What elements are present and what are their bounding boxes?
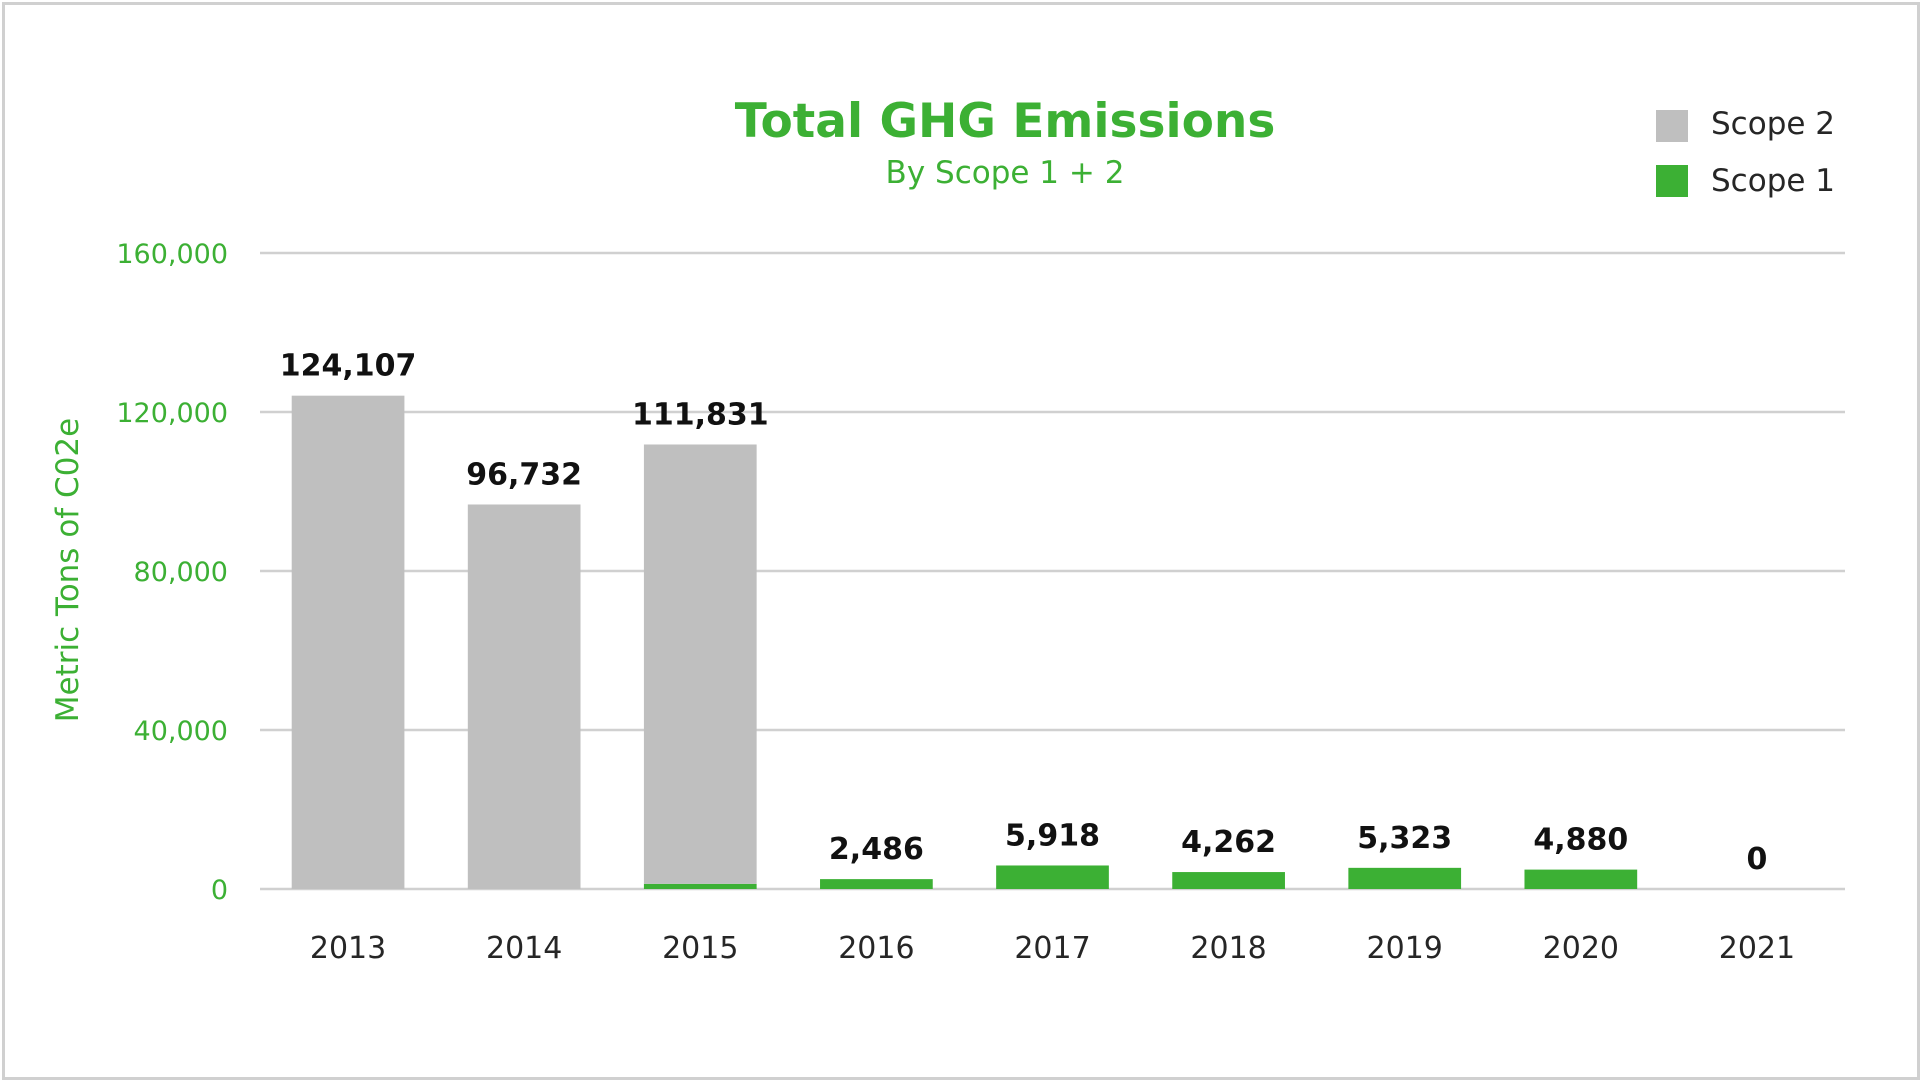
x-tick-label-2018: 2018 bbox=[1190, 931, 1266, 966]
data-label-2020: 4,880 bbox=[1533, 823, 1628, 858]
x-tick-label-2020: 2020 bbox=[1543, 931, 1619, 966]
data-label-2019: 5,323 bbox=[1357, 821, 1452, 856]
x-tick-label-2017: 2017 bbox=[1014, 931, 1090, 966]
x-tick-label-2021: 2021 bbox=[1719, 931, 1795, 966]
bar-scope-1-2019 bbox=[1348, 867, 1462, 889]
x-tick-label-2019: 2019 bbox=[1367, 931, 1443, 966]
legend-label-scope-1: Scope 1 bbox=[1711, 163, 1835, 199]
x-tick-label-2013: 2013 bbox=[310, 931, 386, 966]
x-axis-ticks: 2013 2014 2015 2016 2017 2018 2019 2020 2021 bbox=[310, 931, 1795, 966]
chart-subtitle: By Scope 1 + 2 bbox=[886, 155, 1125, 191]
bar-scope-1-2016 bbox=[820, 879, 933, 889]
x-tick-label-2015: 2015 bbox=[662, 931, 738, 966]
y-tick-label: 160,000 bbox=[116, 239, 228, 270]
y-tick-label: 80,000 bbox=[134, 557, 228, 588]
data-label-2017: 5,918 bbox=[1005, 818, 1100, 853]
legend: Scope 2 Scope 1 bbox=[1656, 106, 1835, 199]
bar-scope-2-2014 bbox=[467, 504, 581, 889]
bar-scope-1-2017 bbox=[996, 865, 1109, 889]
legend-label-scope-2: Scope 2 bbox=[1711, 106, 1835, 142]
data-label-2015: 111,831 bbox=[632, 397, 769, 432]
bar-scope-2-2015 bbox=[643, 444, 757, 884]
bars bbox=[291, 395, 1638, 889]
y-tick-label: 40,000 bbox=[134, 716, 228, 747]
x-tick-label-2016: 2016 bbox=[838, 931, 914, 966]
data-label-2021: 0 bbox=[1747, 842, 1768, 877]
data-label-2014: 96,732 bbox=[466, 457, 582, 492]
bar-scope-2-2013 bbox=[291, 395, 405, 889]
y-tick-label: 120,000 bbox=[116, 398, 228, 429]
y-axis-ticks: 0 40,000 80,000 120,000 160,000 bbox=[116, 239, 228, 906]
y-axis-label: Metric Tons of C02e bbox=[50, 418, 86, 722]
bar-scope-1-2020 bbox=[1524, 869, 1638, 889]
y-tick-label: 0 bbox=[211, 875, 228, 906]
x-tick-label-2014: 2014 bbox=[486, 931, 562, 966]
data-labels: 124,107 96,732 111,831 2,486 5,918 4,262 5,323… bbox=[280, 349, 1768, 877]
data-label-2013: 124,107 bbox=[280, 349, 417, 384]
legend-swatch-scope-1 bbox=[1656, 165, 1688, 197]
data-label-2016: 2,486 bbox=[829, 832, 924, 867]
bar-scope-1-2018 bbox=[1172, 872, 1285, 889]
chart-title: Total GHG Emissions bbox=[735, 94, 1276, 149]
data-label-2018: 4,262 bbox=[1181, 825, 1276, 860]
bar-scope-1-2015 bbox=[643, 883, 757, 889]
legend-swatch-scope-2 bbox=[1656, 110, 1688, 142]
